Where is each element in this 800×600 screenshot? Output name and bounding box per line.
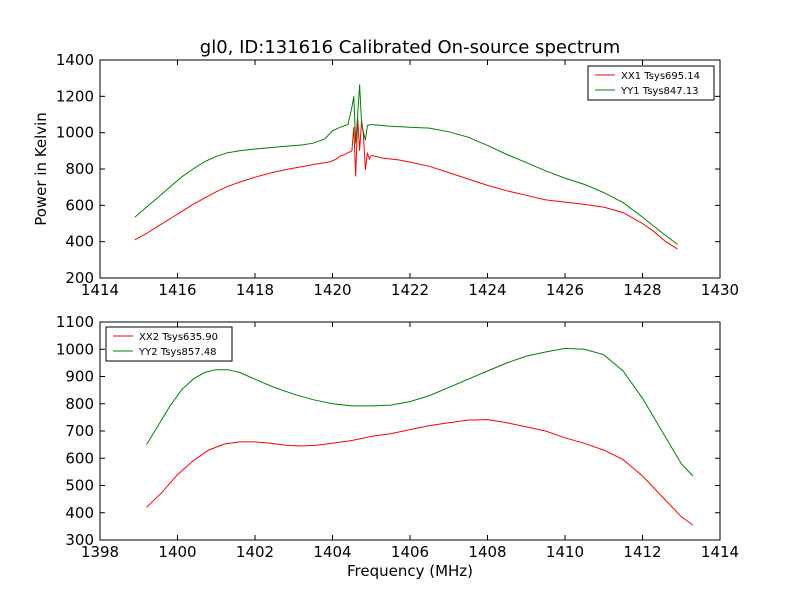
bottom-series-line-2	[146, 347, 694, 477]
bottom-y-tick-label: 400	[65, 504, 94, 522]
bottom-y-tick-label: 1100	[56, 313, 94, 331]
bottom-x-tick-label: 1414	[701, 543, 739, 561]
top-y-tick-label: 1000	[56, 124, 94, 142]
top-legend-label: YY1 Tsys847.13	[620, 86, 699, 97]
bottom-y-tick-label: 600	[65, 449, 94, 467]
bottom-legend-box	[105, 326, 233, 362]
top-x-tick-label: 1428	[623, 281, 661, 299]
bottom-x-tick-label: 1406	[391, 543, 429, 561]
top-plot-legend: XX1 Tsys695.14 YY1 Tsys847.13	[587, 65, 715, 101]
bottom-x-axis-label: Frequency (MHz)	[347, 562, 473, 580]
bottom-y-tick-label: 300	[65, 531, 94, 549]
bottom-x-tick-label: 1410	[546, 543, 584, 561]
top-x-tick-label: 1416	[158, 281, 196, 299]
top-y-tick-label: 600	[65, 196, 94, 214]
bottom-x-tick-label: 1400	[158, 543, 196, 561]
bottom-plot-lines	[146, 347, 694, 526]
figure-title: gl0, ID:131616 Calibrated On-source spec…	[200, 37, 620, 58]
top-y-tick-label: 1400	[56, 51, 94, 69]
bottom-legend-label: XX2 Tsys635.90	[139, 332, 218, 343]
top-y-tick-label: 1200	[56, 87, 94, 105]
top-x-tick-label: 1414	[81, 281, 119, 299]
bottom-y-tick-label: 1000	[56, 340, 94, 358]
top-legend-label: XX1 Tsys695.14	[621, 71, 700, 82]
bottom-y-tick-label: 800	[65, 395, 94, 413]
bottom-x-tick-label: 1408	[468, 543, 506, 561]
top-x-tick-label: 1430	[701, 281, 739, 299]
bottom-spectrum-plot: 1398 1400 1402 1404 1406 1408 1410 1412 1414 300 4…	[56, 313, 739, 580]
top-series-line-2	[134, 84, 678, 245]
top-y-axis-label: Power in Kelvin	[32, 112, 50, 226]
bottom-series-line-1	[146, 419, 694, 526]
top-series-line-1	[134, 118, 678, 250]
top-x-tick-label: 1424	[468, 281, 506, 299]
top-y-tick-label: 800	[65, 160, 94, 178]
top-x-tick-label: 1418	[236, 281, 274, 299]
bottom-y-tick-label: 700	[65, 422, 94, 440]
bottom-y-tick-label: 500	[65, 477, 94, 495]
top-plot-lines	[134, 84, 678, 250]
bottom-y-tick-label: 900	[65, 368, 94, 386]
top-x-tick-label: 1426	[546, 281, 584, 299]
bottom-legend-label: YY2 Tsys857.48	[138, 347, 217, 358]
top-y-tick-label: 200	[65, 269, 94, 287]
bottom-plot-ticks: 1398 1400 1402 1404 1406 1408 1410 1412 1414 300 4…	[56, 313, 739, 561]
bottom-plot-legend: XX2 Tsys635.90 YY2 Tsys857.48	[105, 326, 233, 362]
top-spectrum-plot: 1414 1416 1418 1420 1422 1424 1426 1428 1430 200 4…	[32, 51, 739, 299]
bottom-x-tick-label: 1398	[81, 543, 119, 561]
top-plot-ticks: 1414 1416 1418 1420 1422 1424 1426 1428 1430 200 4…	[56, 51, 739, 299]
bottom-x-tick-label: 1402	[236, 543, 274, 561]
top-legend-box	[587, 65, 715, 101]
bottom-x-tick-label: 1404	[313, 543, 351, 561]
top-y-tick-label: 400	[65, 233, 94, 251]
bottom-x-tick-label: 1412	[623, 543, 661, 561]
top-x-tick-label: 1422	[391, 281, 429, 299]
top-x-tick-label: 1420	[313, 281, 351, 299]
